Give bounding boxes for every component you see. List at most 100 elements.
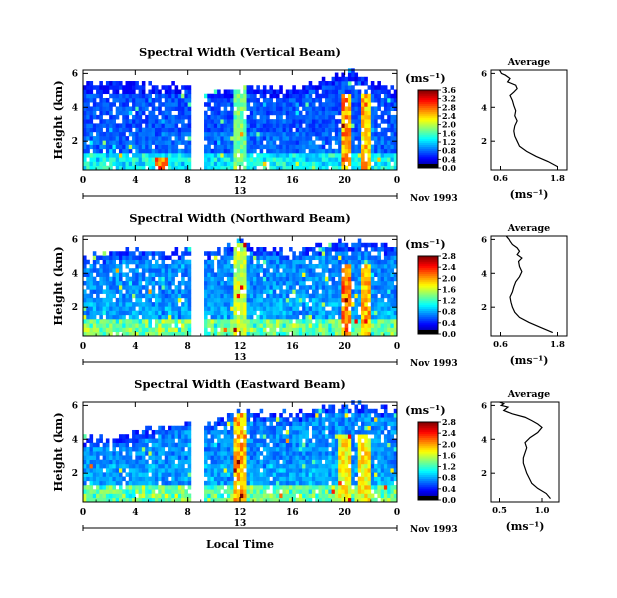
heatmap-cell xyxy=(226,306,231,311)
heatmap-cell xyxy=(83,131,87,137)
heatmap-cell xyxy=(328,489,332,494)
heatmap-cell xyxy=(253,429,257,435)
heatmap-cell xyxy=(256,255,260,261)
heatmap-cell xyxy=(83,327,87,333)
heatmap-cell xyxy=(331,289,336,294)
heatmap-cell xyxy=(272,314,277,320)
heatmap-cell xyxy=(285,319,290,324)
heatmap-cell xyxy=(96,302,100,307)
heatmap-cell xyxy=(282,93,287,99)
heatmap-cell xyxy=(272,119,277,124)
heatmap-cell xyxy=(393,247,398,252)
heatmap-cell xyxy=(374,242,378,248)
heatmap-cell xyxy=(158,327,162,333)
heatmap-cell xyxy=(210,331,215,337)
heatmap-cell xyxy=(249,144,254,150)
heatmap-cell xyxy=(249,429,254,435)
heatmap-cell xyxy=(177,442,182,448)
heatmap-cell xyxy=(361,102,365,107)
heatmap-cell xyxy=(109,314,113,320)
heatmap-cell xyxy=(243,89,247,95)
heatmap-cell xyxy=(158,285,162,290)
heatmap-cell xyxy=(207,148,211,154)
heatmap-cell xyxy=(207,421,211,427)
heatmap-cell xyxy=(305,97,309,103)
heatmap-cell xyxy=(86,93,90,99)
heatmap-cell xyxy=(223,463,228,469)
heatmap-cell xyxy=(125,251,130,256)
heatmap-cell xyxy=(262,247,267,252)
heatmap-cell xyxy=(275,429,280,435)
heatmap-cell xyxy=(102,297,107,303)
heatmap-cell xyxy=(125,493,130,499)
heatmap-cell xyxy=(249,480,254,486)
heatmap-cell xyxy=(226,455,231,460)
heatmap-cell xyxy=(125,327,130,333)
heatmap-cell xyxy=(361,148,365,154)
heatmap-cell xyxy=(298,493,303,499)
heatmap-cell xyxy=(96,310,100,316)
heatmap-cell xyxy=(164,285,169,290)
heatmap-cell xyxy=(96,93,100,99)
heatmap-cell xyxy=(125,472,130,477)
heatmap-cell xyxy=(86,285,90,290)
heatmap-cell xyxy=(128,251,133,256)
heatmap-cell xyxy=(374,323,378,328)
heatmap-cell xyxy=(125,442,130,448)
heatmap-cell xyxy=(210,323,215,328)
heatmap-cell xyxy=(233,247,238,252)
heatmap-cell xyxy=(249,442,254,448)
heatmap-cell xyxy=(311,476,316,482)
heatmap-cell xyxy=(249,119,254,124)
heatmap-cell xyxy=(256,425,260,431)
heatmap-cell xyxy=(269,455,274,460)
heatmap-cell xyxy=(269,289,274,294)
heatmap-cell xyxy=(96,497,100,503)
heatmap-cell xyxy=(112,97,117,103)
heatmap-cell xyxy=(351,293,355,299)
heatmap-cell xyxy=(181,263,185,269)
heatmap-cell xyxy=(122,476,126,482)
heatmap-cell xyxy=(148,438,152,443)
heatmap-cell xyxy=(181,165,185,171)
heatmap-cell xyxy=(269,425,274,431)
heatmap-cell xyxy=(361,136,365,141)
heatmap-cell xyxy=(393,144,398,150)
heatmap-cell xyxy=(243,119,247,124)
heatmap-cell xyxy=(246,472,251,477)
heatmap-cell xyxy=(315,242,319,248)
heatmap-cell xyxy=(321,302,326,307)
heatmap-cell xyxy=(305,131,309,137)
colorbar-band xyxy=(418,277,438,280)
heatmap-cell xyxy=(89,85,94,90)
heatmap-cell xyxy=(338,289,342,294)
heatmap-cell xyxy=(279,289,283,294)
heatmap-cell xyxy=(305,144,309,150)
heatmap-cell xyxy=(174,259,179,265)
heatmap-cell xyxy=(262,272,267,277)
heatmap-cell xyxy=(380,119,385,124)
heatmap-cell xyxy=(328,119,332,124)
heatmap-cell xyxy=(302,459,306,465)
heatmap-cell xyxy=(272,123,277,128)
heatmap-cell xyxy=(321,434,326,439)
heatmap-cell xyxy=(174,310,179,316)
heatmap-cell xyxy=(344,76,349,82)
heatmap-cell xyxy=(145,463,149,469)
heatmap-cell xyxy=(249,425,254,431)
heatmap-cell xyxy=(230,285,234,290)
heatmap-cell xyxy=(122,319,126,324)
heatmap-cell xyxy=(105,489,110,494)
heatmap-cell xyxy=(259,136,264,141)
heatmap-cell xyxy=(282,434,287,439)
heatmap-cell xyxy=(295,144,300,150)
heatmap-cell xyxy=(125,123,130,128)
heatmap-cell xyxy=(132,476,136,482)
heatmap-cell xyxy=(305,463,309,469)
heatmap-cell xyxy=(357,293,362,299)
heatmap-cell xyxy=(164,434,169,439)
heatmap-cell xyxy=(168,165,172,171)
heatmap-cell xyxy=(99,255,103,261)
heatmap-cell xyxy=(151,268,156,273)
heatmap-cell xyxy=(109,497,113,503)
